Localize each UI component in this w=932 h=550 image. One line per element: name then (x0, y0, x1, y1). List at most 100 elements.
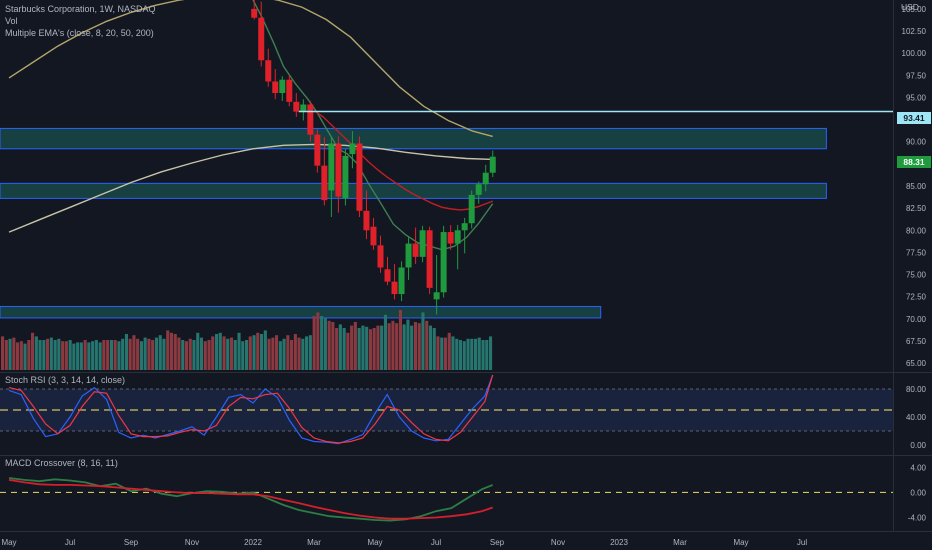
volume-bar (136, 338, 140, 370)
stoch-rsi-legend[interactable]: Stoch RSI (3, 3, 14, 14, close) (5, 375, 126, 385)
macd-signal-line (8, 479, 493, 520)
time-tick-label: May (733, 538, 748, 547)
volume-bar (241, 341, 245, 370)
price-tick-label: 90.00 (906, 138, 927, 147)
volume-bar (203, 341, 207, 370)
time-tick-label: Nov (551, 538, 565, 547)
volume-bar (177, 337, 181, 370)
volume-bar (61, 341, 65, 370)
volume-bar (282, 338, 286, 370)
volume-bar (271, 337, 275, 370)
volume-bar (395, 323, 399, 370)
volume-bar (46, 338, 50, 370)
candle-body (363, 210, 370, 231)
price-tick-label: 75.00 (906, 271, 927, 280)
volume-bar (226, 338, 230, 370)
volume-bar (113, 340, 117, 370)
volume-bar (440, 337, 444, 370)
volume-bar (192, 340, 196, 370)
price-tick-label: 70.00 (906, 315, 927, 324)
candle-body (272, 81, 279, 93)
volume-bar (428, 325, 432, 370)
volume-bars (1, 310, 493, 370)
volume-bar (481, 340, 485, 370)
volume-bar (1, 336, 5, 370)
volume-bar (357, 328, 361, 370)
price-tick-label: 97.50 (906, 71, 927, 80)
volume-bar (417, 323, 421, 370)
volume-bar (474, 338, 478, 370)
pane-separators (0, 0, 932, 532)
volume-bar (83, 340, 87, 370)
volume-bar (53, 340, 57, 370)
time-tick-label: Mar (673, 538, 687, 547)
volume-bar (162, 338, 166, 370)
ema20-line (313, 110, 493, 211)
volume-bar (4, 340, 8, 370)
ema-legend[interactable]: Multiple EMA's (close, 8, 20, 50, 200) (5, 28, 154, 38)
volume-bar (331, 322, 335, 370)
resistance-price-tag: 93.41 (897, 112, 931, 124)
candle-body (328, 143, 335, 191)
price-tick-label: 67.50 (906, 337, 927, 346)
price-tick-label: 82.50 (906, 204, 927, 213)
volume-bar (106, 340, 110, 370)
candle-body (447, 232, 454, 244)
macd-tick-label: 0.00 (910, 488, 926, 497)
time-axis[interactable]: May Jul Sep Nov 2022 Mar May Jul Sep Nov 2023 Mar Ma… (1, 538, 807, 547)
volume-bar (447, 332, 451, 370)
volume-bar (443, 337, 447, 370)
volume-bar (267, 338, 271, 370)
macd-legend-wrap: MACD Crossover (8, 16, 11) (5, 457, 118, 469)
volume-bar (143, 337, 147, 370)
candle-body (258, 17, 265, 61)
candle-body (335, 143, 342, 197)
volume-bar (425, 320, 429, 370)
macd-legend[interactable]: MACD Crossover (8, 16, 11) (5, 458, 118, 468)
volume-bar (368, 329, 372, 370)
volume-bar (233, 340, 237, 370)
volume-bar (466, 338, 470, 370)
price-tick-label: 80.00 (906, 226, 927, 235)
volume-bar (42, 340, 46, 370)
volume-bar (320, 316, 324, 370)
candle-body (384, 269, 391, 282)
price-tick-label: 102.50 (902, 27, 927, 36)
main-legend: Starbucks Corporation, 1W, NASDAQ Vol Mu… (5, 3, 156, 39)
volume-bar (31, 332, 35, 370)
time-tick-label: May (1, 538, 16, 547)
time-tick-label: Jul (431, 538, 441, 547)
price-axis[interactable]: 105.00102.50100.0097.5095.0092.5090.0087… (902, 5, 927, 523)
currency-label: USD (901, 2, 919, 12)
price-zones (0, 127, 827, 319)
volume-bar (245, 340, 249, 370)
volume-bar (256, 332, 260, 370)
volume-bar (383, 314, 387, 370)
volume-bar (98, 342, 102, 370)
zone-2 (0, 305, 602, 319)
volume-bar (218, 332, 222, 370)
volume-legend[interactable]: Vol (5, 16, 18, 26)
stoch-rsi-pane (0, 374, 893, 445)
chart-title[interactable]: Starbucks Corporation, 1W, NASDAQ (5, 4, 156, 14)
ema8-line (252, 0, 494, 251)
macd-pane (0, 477, 893, 522)
time-tick-label: May (367, 538, 382, 547)
volume-bar (275, 335, 279, 370)
volume-bar (421, 312, 425, 370)
volume-bar (312, 316, 316, 370)
candle-body (293, 101, 300, 112)
volume-bar (278, 341, 282, 370)
volume-bar (410, 325, 414, 370)
zone-0 (0, 127, 827, 150)
volume-bar (252, 335, 256, 370)
volume-bar (121, 338, 125, 370)
candles (251, 0, 496, 315)
volume-bar (34, 336, 38, 370)
candle-body (321, 165, 328, 201)
volume-bar (290, 340, 294, 370)
macd-macd-line (8, 477, 494, 522)
zone-1 (0, 182, 827, 199)
volume-bar (139, 341, 143, 370)
